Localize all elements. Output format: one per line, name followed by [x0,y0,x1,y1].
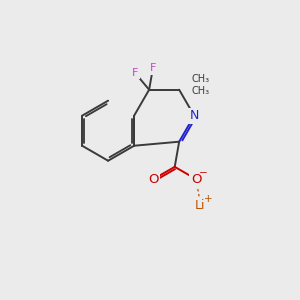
Text: F: F [132,68,138,78]
Text: N: N [190,109,199,122]
Text: CH₃: CH₃ [192,74,210,84]
Text: O: O [148,173,159,186]
Text: O: O [191,173,201,186]
Text: −: − [199,168,207,178]
Text: Li: Li [194,199,205,212]
Text: CH₃: CH₃ [192,86,210,96]
Text: F: F [150,63,156,74]
Text: +: + [204,194,212,204]
